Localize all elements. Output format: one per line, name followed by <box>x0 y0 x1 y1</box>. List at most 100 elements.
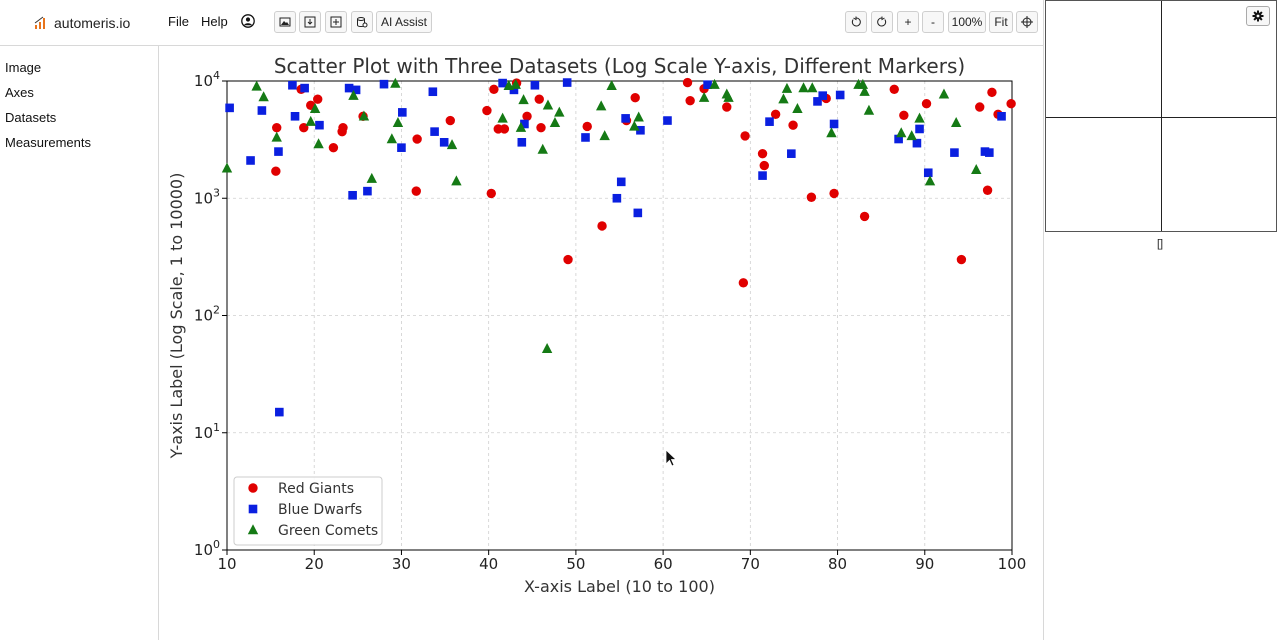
green-comets-point <box>781 82 793 93</box>
red-giants-point <box>328 142 339 153</box>
red-giants-point <box>489 84 499 94</box>
blue-dwarfs-point <box>498 78 507 88</box>
fit-button[interactable]: Fit <box>989 11 1013 33</box>
sidebar-item-measurements[interactable]: Measurements <box>5 135 91 150</box>
green-comets-point <box>792 102 803 113</box>
magnifier-settings-button[interactable] <box>1246 6 1270 26</box>
green-comets-point <box>599 130 610 141</box>
blue-dwarfs-point <box>636 125 645 135</box>
red-giants-point <box>271 166 281 176</box>
blue-dwarfs-point <box>813 97 822 106</box>
blue-dwarfs-point <box>517 138 527 147</box>
x-tick-label: 40 <box>479 555 498 573</box>
red-giants-point <box>722 102 732 112</box>
plot-image-canvas[interactable]: 10 20 30 40 50 60 70 80 90 100 100 101 102 103 104 Scat… <box>159 46 1043 640</box>
legend-marker-green-comets <box>247 524 259 535</box>
green-comets-point <box>549 117 561 128</box>
green-comets-point <box>392 117 404 128</box>
red-giants-point <box>536 122 546 133</box>
green-comets-point <box>497 112 508 123</box>
green-comets-point <box>366 172 377 183</box>
sidebar-item-image[interactable]: Image <box>5 60 42 75</box>
user-icon[interactable] <box>241 14 255 28</box>
blue-dwarfs-point <box>835 90 845 100</box>
green-comets-point <box>386 133 398 144</box>
red-giants-point <box>685 95 695 106</box>
legend-label: Red Giants <box>278 481 354 497</box>
blue-dwarfs-point <box>348 190 357 200</box>
sidebar-item-datasets[interactable]: Datasets <box>5 110 57 125</box>
green-comets-point <box>857 78 869 89</box>
image-icon <box>279 17 291 27</box>
red-giants-point <box>597 221 607 231</box>
red-giants-point <box>889 84 899 94</box>
green-comets-point <box>510 78 521 89</box>
image-button[interactable] <box>274 11 296 33</box>
green-comets-point <box>906 130 917 141</box>
undo-button[interactable] <box>845 11 867 33</box>
blue-dwarfs-point <box>315 120 324 130</box>
blue-dwarfs-point <box>351 85 361 95</box>
menu-file[interactable]: File <box>168 14 189 29</box>
red-giants-point <box>412 134 422 144</box>
green-comets-point <box>541 342 553 353</box>
red-giants-point <box>859 211 870 222</box>
red-giants-point <box>759 160 769 171</box>
scatter-chart[interactable]: 10 20 30 40 50 60 70 80 90 100 100 101 102 103 104 Scat… <box>159 46 1043 640</box>
green-comets-point <box>629 120 640 131</box>
red-giants-point <box>788 120 798 130</box>
red-giants-point <box>582 121 592 132</box>
red-giants-point <box>770 109 781 119</box>
x-tick-label: 50 <box>566 555 585 573</box>
blue-dwarfs-point <box>439 138 449 147</box>
red-giants-point <box>482 105 492 116</box>
magnifier-view <box>1045 0 1277 232</box>
green-comets-point <box>914 112 925 123</box>
zoom-in-button[interactable]: + <box>897 11 919 33</box>
redo-icon <box>877 16 887 27</box>
y-tick-label: 100 <box>194 538 220 559</box>
blue-dwarfs-point <box>581 133 590 142</box>
blue-dwarfs-point <box>818 91 828 100</box>
red-giants-point <box>829 188 839 199</box>
red-giants-point <box>486 188 496 199</box>
sidebar-item-axes[interactable]: Axes <box>5 85 34 100</box>
zoom-level[interactable]: 100% <box>948 11 986 33</box>
app-logo[interactable]: automeris.io <box>34 13 130 33</box>
y-tick-label: 104 <box>194 69 220 90</box>
red-giants-point <box>921 99 932 109</box>
green-comets-point <box>924 175 936 186</box>
green-comets-point <box>606 80 617 91</box>
crosshair-button[interactable] <box>1016 11 1038 33</box>
zoom-out-button[interactable]: - <box>922 11 944 33</box>
redo-button[interactable] <box>871 11 893 33</box>
green-comets-point <box>390 77 401 88</box>
blue-dwarfs-point <box>300 83 309 93</box>
blue-dwarfs-point <box>275 407 284 417</box>
database-icon <box>357 17 368 28</box>
blue-dwarfs-point <box>758 171 767 180</box>
green-comets-point <box>451 175 462 186</box>
red-giants-point <box>630 93 640 103</box>
database-button[interactable] <box>351 11 373 33</box>
blue-dwarfs-point <box>985 148 994 157</box>
add-button[interactable] <box>325 11 347 33</box>
x-tick-label: 100 <box>998 555 1027 573</box>
x-axis-label: X-axis Label (10 to 100) <box>524 577 715 596</box>
sidebar: Image Axes Datasets Measurements <box>0 46 159 640</box>
blue-dwarfs-point <box>274 147 283 156</box>
blue-dwarfs-point <box>950 148 959 157</box>
green-comets-point <box>358 110 370 121</box>
green-comets-point <box>305 115 316 126</box>
green-comets-point <box>807 82 818 93</box>
blue-dwarfs-point <box>397 143 406 152</box>
green-comets-point <box>723 91 734 102</box>
green-comets-point <box>542 99 554 110</box>
legend-marker-blue-dwarfs <box>248 504 258 514</box>
blue-dwarfs-point <box>787 149 796 158</box>
menu-help[interactable]: Help <box>201 14 228 29</box>
green-comets-point <box>798 82 809 93</box>
ai-assist-button[interactable]: AI Assist <box>376 11 433 33</box>
save-button[interactable] <box>299 11 321 33</box>
